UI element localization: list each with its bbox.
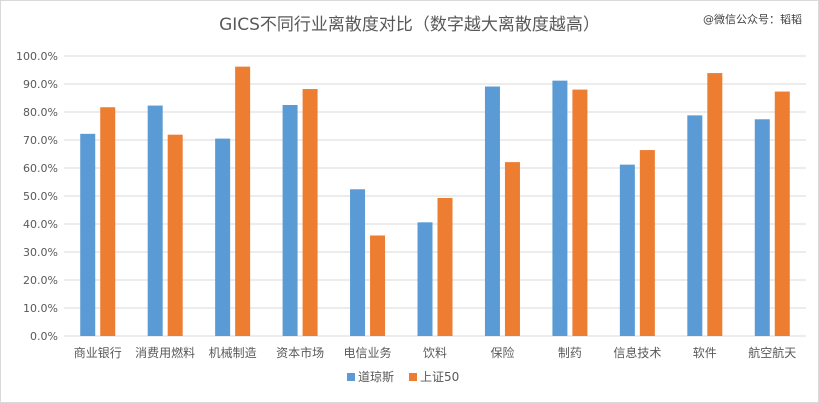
bar-series-1 bbox=[147, 105, 163, 336]
y-tick-label: 100.0% bbox=[16, 50, 58, 63]
bar-series-2 bbox=[707, 73, 723, 336]
bar-series-1 bbox=[417, 222, 433, 336]
bar-series-1 bbox=[552, 80, 568, 336]
bar-series-1 bbox=[619, 164, 635, 336]
y-tick-label: 30.0% bbox=[23, 246, 58, 259]
y-tick-label: 0.0% bbox=[30, 330, 58, 343]
bar-series-1 bbox=[687, 115, 703, 336]
bar-series-1 bbox=[80, 133, 96, 336]
category-label: 制药 bbox=[558, 346, 582, 360]
y-tick-label: 20.0% bbox=[23, 274, 58, 287]
category-label: 资本市场 bbox=[276, 345, 324, 360]
bar-series-2 bbox=[639, 150, 655, 336]
bar-series-2 bbox=[302, 89, 318, 336]
y-tick-label: 40.0% bbox=[23, 218, 58, 231]
bar-series-2 bbox=[370, 235, 386, 336]
y-tick-label: 60.0% bbox=[23, 162, 58, 175]
category-label: 机械制造 bbox=[209, 345, 257, 360]
y-tick-label: 90.0% bbox=[23, 78, 58, 91]
category-label: 信息技术 bbox=[613, 345, 661, 360]
y-tick-label: 70.0% bbox=[23, 134, 58, 147]
category-label: 保险 bbox=[490, 345, 514, 360]
y-tick-label: 50.0% bbox=[23, 190, 58, 203]
y-tick-label: 10.0% bbox=[23, 302, 58, 315]
legend-swatch bbox=[409, 373, 417, 381]
chart-title: GICS不同行业离散度对比（数字越大离散度越高） bbox=[219, 15, 600, 35]
bar-series-2 bbox=[572, 89, 588, 336]
category-label: 软件 bbox=[693, 346, 717, 360]
bar-series-2 bbox=[504, 162, 520, 336]
bar-series-1 bbox=[282, 105, 298, 336]
bar-series-2 bbox=[235, 66, 251, 336]
category-label: 消费用燃料 bbox=[135, 345, 195, 360]
bar-series-1 bbox=[215, 138, 231, 336]
bar-series-2 bbox=[100, 107, 116, 337]
legend-label: 道琼斯 bbox=[358, 369, 394, 384]
bar-series-1 bbox=[484, 86, 500, 337]
legend-label: 上证50 bbox=[420, 370, 459, 384]
bar-series-1 bbox=[350, 189, 366, 336]
bar-series-1 bbox=[754, 119, 770, 336]
bar-series-2 bbox=[437, 197, 453, 336]
category-label: 商业银行 bbox=[74, 345, 122, 360]
watermark-text: @微信公众号：韬韬 bbox=[703, 13, 802, 26]
category-label: 饮料 bbox=[423, 346, 447, 360]
category-label: 航空航天 bbox=[748, 345, 796, 360]
bar-series-2 bbox=[774, 91, 790, 336]
legend-swatch bbox=[347, 373, 355, 381]
category-label: 电信业务 bbox=[344, 345, 392, 360]
y-tick-label: 80.0% bbox=[23, 106, 58, 119]
bar-series-2 bbox=[167, 134, 183, 336]
